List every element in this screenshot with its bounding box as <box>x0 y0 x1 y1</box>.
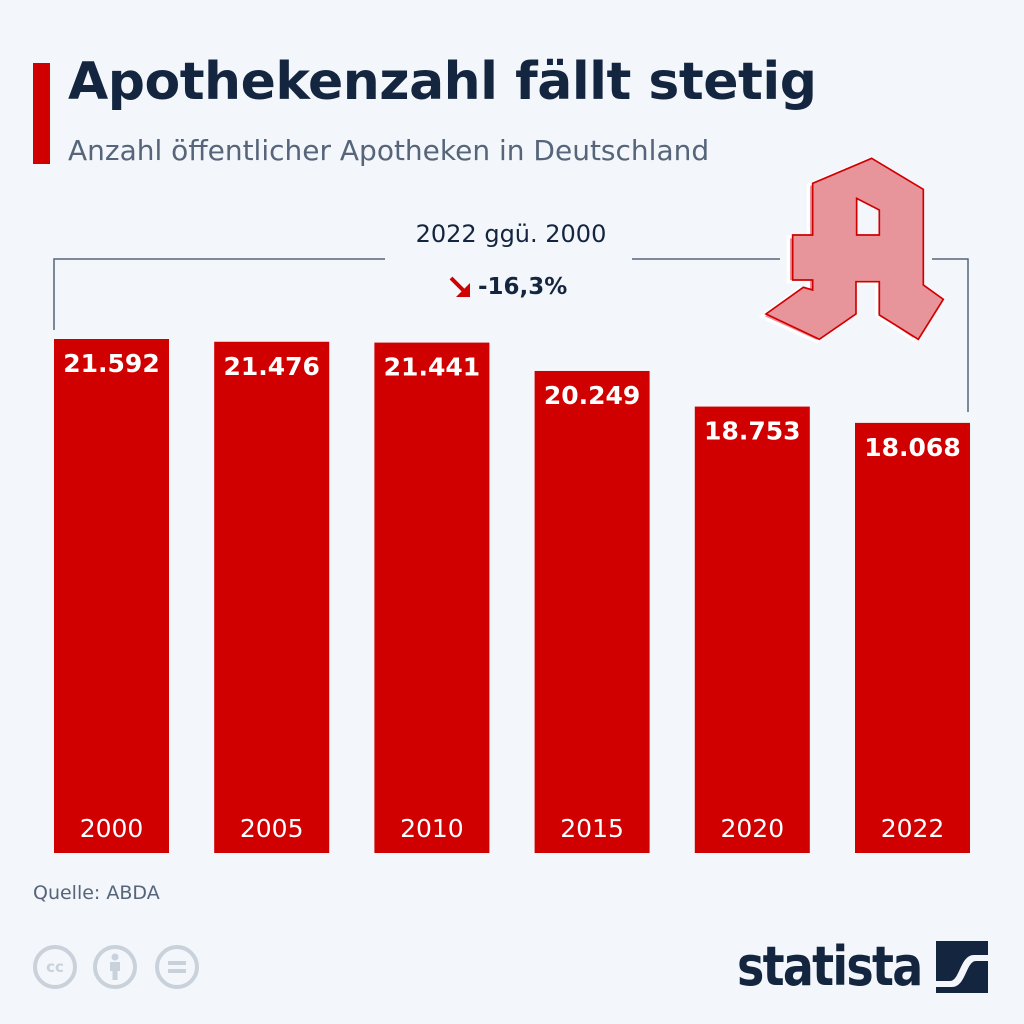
chart-title: Apothekenzahl fällt stetig <box>68 52 817 112</box>
apotheken-a-logo-icon <box>758 157 945 344</box>
logo-text: statista <box>737 935 923 998</box>
value-label: 21.441 <box>384 353 480 382</box>
value-label: 18.753 <box>704 417 800 446</box>
chart-subtitle: Anzahl öffentlicher Apotheken in Deutsch… <box>68 134 710 167</box>
bar-2020 <box>694 406 810 853</box>
category-label: 2022 <box>881 814 945 843</box>
bar-2000 <box>54 339 169 853</box>
nd-icon[interactable] <box>155 945 199 989</box>
title-accent-bar <box>33 63 50 164</box>
value-label: 21.476 <box>223 352 319 381</box>
category-label: 2020 <box>720 814 784 843</box>
category-label: 2010 <box>400 814 464 843</box>
arrow-down-right-icon <box>449 276 470 297</box>
comparison-bracket <box>53 258 969 412</box>
bar-2015 <box>534 370 650 853</box>
category-label: 2000 <box>80 814 144 843</box>
bar-2010 <box>374 342 490 853</box>
category-label: 2005 <box>240 814 304 843</box>
change-percent: -16,3% <box>478 274 567 300</box>
by-icon[interactable] <box>93 945 137 989</box>
value-label: 21.592 <box>63 349 159 378</box>
bar-2022 <box>855 422 970 853</box>
cc-icon[interactable]: cc <box>33 945 77 989</box>
value-label: 18.068 <box>864 433 960 462</box>
cc-text: cc <box>46 958 64 976</box>
bar-2005 <box>214 341 330 853</box>
source-note: Quelle: ABDA <box>33 882 160 904</box>
comparison-label: 2022 ggü. 2000 <box>416 220 607 248</box>
statista-logo[interactable]: statista <box>737 935 989 998</box>
statista-mark-icon <box>936 940 989 993</box>
category-label: 2015 <box>560 814 624 843</box>
value-label: 20.249 <box>544 381 640 410</box>
